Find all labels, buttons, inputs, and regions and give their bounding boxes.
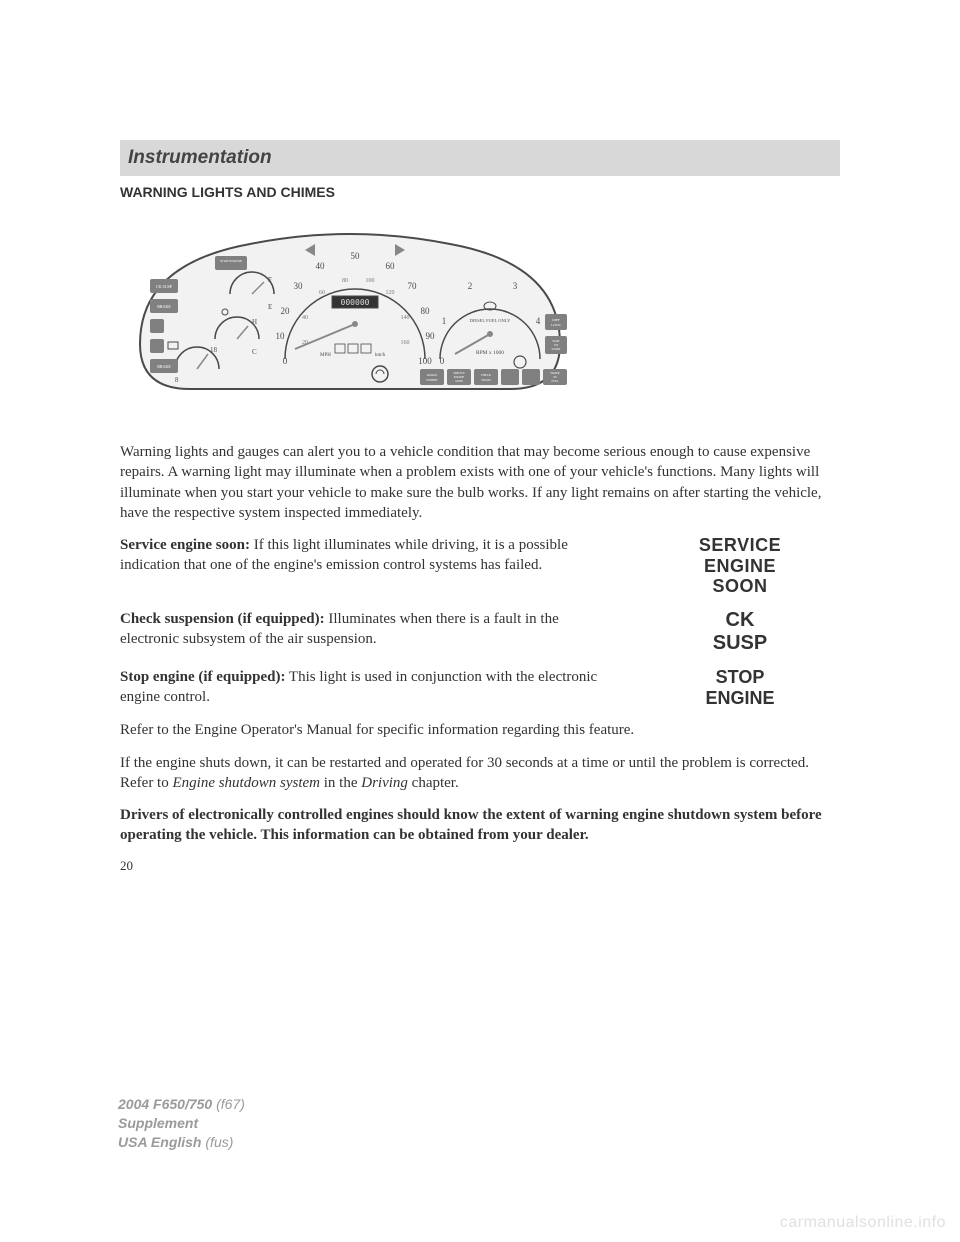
svg-text:40: 40 (316, 261, 326, 271)
svg-text:ENGINE: ENGINE (454, 376, 465, 379)
svg-text:TRANS: TRANS (481, 378, 491, 382)
item-service-engine: Service engine soon: If this light illum… (120, 535, 840, 597)
svg-text:SOON: SOON (455, 380, 463, 383)
chapter-title: Instrumentation (128, 147, 272, 169)
svg-text:RPM x 1000: RPM x 1000 (476, 350, 504, 356)
temp-h: H (252, 318, 257, 326)
svg-text:30: 30 (294, 281, 304, 291)
svg-text:WATER: WATER (550, 372, 559, 375)
svg-text:40: 40 (302, 315, 308, 321)
svg-text:50: 50 (351, 251, 361, 261)
svg-text:70: 70 (408, 281, 418, 291)
svg-text:IN: IN (554, 376, 557, 379)
svg-text:120: 120 (386, 290, 395, 296)
svg-text:100: 100 (366, 278, 375, 284)
svg-text:140: 140 (401, 315, 410, 321)
watermark: carmanualsonline.info (780, 1214, 946, 1232)
ck-susp-icon: CKSUSP (640, 609, 840, 655)
svg-text:4: 4 (536, 316, 541, 326)
bottom-light-row: RANGE INHIBIT SERVICE ENGINE SOON CHECK … (420, 369, 567, 385)
fuel-e: E (268, 303, 272, 311)
chapter-header-bar: Instrumentation (120, 140, 840, 176)
svg-text:1: 1 (442, 316, 447, 326)
svg-text:60: 60 (319, 290, 325, 296)
svg-text:80: 80 (342, 278, 348, 284)
footer-code2: (fus) (205, 1134, 233, 1150)
bold-paragraph: Drivers of electronically controlled eng… (120, 805, 840, 846)
odometer: 000000 (341, 298, 370, 307)
item-text: Stop engine (if equipped): This light is… (120, 667, 640, 708)
footer-lang: USA English (118, 1134, 205, 1150)
item-text: Check suspension (if equipped): Illumina… (120, 609, 640, 655)
icon-text: SERVICEENGINESOON (699, 535, 781, 597)
icon-text: STOPENGINE (705, 667, 774, 708)
page-content: Instrumentation WARNING LIGHTS AND CHIME… (0, 0, 960, 874)
section-title: WARNING LIGHTS AND CHIMES (120, 184, 840, 200)
svg-text:LOCK: LOCK (551, 323, 561, 327)
stop-engine-icon: STOPENGINE (640, 667, 840, 708)
svg-text:INHIBIT: INHIBIT (426, 378, 437, 382)
light-brake1: BRAKE (157, 304, 171, 309)
temp-c: C (252, 348, 257, 356)
svg-text:DIFF: DIFF (552, 318, 560, 322)
service-engine-soon-icon: SERVICEENGINESOON (640, 535, 840, 597)
svg-text:60: 60 (386, 261, 396, 271)
item-check-suspension: Check suspension (if equipped): Illumina… (120, 609, 840, 655)
svg-text:160: 160 (401, 340, 410, 346)
svg-text:90: 90 (426, 331, 436, 341)
svg-text:10: 10 (276, 331, 286, 341)
svg-text:SERVICE: SERVICE (453, 372, 465, 375)
item-lead: Service engine soon: (120, 537, 250, 553)
svg-text:DIESEL FUEL ONLY: DIESEL FUEL ONLY (470, 318, 511, 323)
svg-text:START: START (551, 347, 560, 351)
svg-text:0: 0 (440, 356, 445, 366)
svg-text:100: 100 (418, 356, 432, 366)
footer-model: 2004 F650/750 (118, 1096, 216, 1112)
page-number: 20 (120, 858, 840, 874)
volt-8: 8 (175, 376, 179, 384)
icon-text: CKSUSP (713, 609, 767, 655)
footer-code1: (f67) (216, 1096, 245, 1112)
volt-18: 18 (210, 346, 218, 354)
item-text: Service engine soon: If this light illum… (120, 535, 640, 597)
svg-text:0: 0 (283, 356, 288, 366)
svg-text:km/h: km/h (375, 353, 386, 358)
intro-paragraph: Warning lights and gauges can alert you … (120, 442, 840, 523)
fuel-f: F (268, 276, 272, 284)
footer: 2004 F650/750 (f67) Supplement USA Engli… (118, 1095, 245, 1152)
svg-text:FUEL: FUEL (552, 380, 559, 383)
svg-text:3: 3 (513, 281, 518, 291)
item-lead: Stop engine (if equipped): (120, 669, 285, 685)
svg-text:20: 20 (281, 306, 291, 316)
light-brake2: BRAKE (157, 364, 171, 369)
svg-text:STOP ENGINE: STOP ENGINE (220, 259, 242, 263)
dashboard-illustration: 8 18 H C F E CK SUSP BR (120, 214, 580, 414)
after-para-2: If the engine shuts down, it can be rest… (120, 753, 840, 794)
light-ck-susp: CK SUSP (156, 284, 173, 289)
svg-text:RANGE: RANGE (427, 373, 438, 377)
svg-text:80: 80 (421, 306, 431, 316)
svg-text:CHECK: CHECK (481, 373, 492, 377)
footer-supplement: Supplement (118, 1114, 245, 1133)
svg-text:2: 2 (468, 281, 473, 291)
item-lead: Check suspension (if equipped): (120, 611, 325, 627)
after-para-1: Refer to the Engine Operator's Manual fo… (120, 720, 840, 740)
svg-text:MPH: MPH (320, 353, 331, 358)
item-stop-engine: Stop engine (if equipped): This light is… (120, 667, 840, 708)
